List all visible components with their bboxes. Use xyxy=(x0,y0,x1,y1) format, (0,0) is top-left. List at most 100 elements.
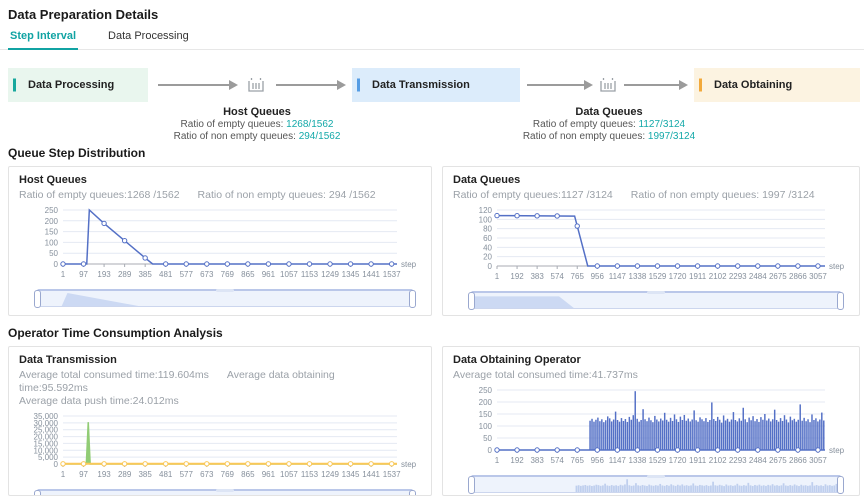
datazoom-brush[interactable] xyxy=(471,475,841,493)
svg-text:2675: 2675 xyxy=(769,456,787,465)
svg-text:1249: 1249 xyxy=(321,470,339,479)
svg-text:1249: 1249 xyxy=(321,270,339,279)
brush-shadow xyxy=(472,293,840,308)
datazoom-brush[interactable] xyxy=(471,291,841,309)
svg-text:step: step xyxy=(829,446,845,455)
svg-text:200: 200 xyxy=(479,398,493,407)
svg-text:765: 765 xyxy=(571,456,585,465)
svg-text:2675: 2675 xyxy=(769,272,787,281)
svg-text:0: 0 xyxy=(488,446,493,455)
svg-text:769: 769 xyxy=(221,270,235,279)
svg-text:2102: 2102 xyxy=(709,272,727,281)
svg-text:1338: 1338 xyxy=(629,456,647,465)
svg-text:765: 765 xyxy=(571,272,585,281)
brush-move-handle[interactable] xyxy=(216,489,234,492)
brush-right-handle[interactable] xyxy=(837,292,844,310)
svg-text:1338: 1338 xyxy=(629,272,647,281)
brush-right-handle[interactable] xyxy=(837,476,844,494)
chart-subtitle-segment: Ratio of empty queues:1268 /1562 xyxy=(19,189,180,201)
svg-text:100: 100 xyxy=(479,215,493,224)
svg-text:1153: 1153 xyxy=(301,470,319,479)
empty-ratio-label: Ratio of empty queues: xyxy=(181,119,284,130)
flow-node-label: Data Processing xyxy=(28,79,114,91)
svg-text:2484: 2484 xyxy=(749,272,767,281)
data-queues-info: Data Queues Ratio of empty queues: 1127/… xyxy=(514,106,704,142)
brush-right-handle[interactable] xyxy=(409,290,416,308)
nonempty-ratio-label: Ratio of non empty queues: xyxy=(523,131,645,142)
svg-text:385: 385 xyxy=(138,270,152,279)
section-queue-step-distribution: Queue Step Distribution xyxy=(8,146,864,160)
card-host-queues: Host Queues Ratio of empty queues:1268 /… xyxy=(8,166,432,316)
svg-text:2866: 2866 xyxy=(789,456,807,465)
svg-text:3057: 3057 xyxy=(809,456,827,465)
chart-canvas[interactable]: 05,00010,00015,00020,00025,00030,00035,0… xyxy=(19,410,423,480)
svg-text:250: 250 xyxy=(45,206,59,215)
flow-node-data-transmission: Data Transmission xyxy=(352,68,520,102)
datazoom-brush[interactable] xyxy=(37,489,413,496)
chart-subtitle-segment: Ratio of non empty queues: 294 /1562 xyxy=(198,189,376,201)
brush-left-handle[interactable] xyxy=(34,290,41,308)
svg-text:250: 250 xyxy=(479,386,493,395)
svg-text:1441: 1441 xyxy=(362,470,380,479)
host-queues-info: Host Queues Ratio of empty queues: 1268/… xyxy=(162,106,352,142)
svg-text:step: step xyxy=(401,460,417,469)
svg-text:1: 1 xyxy=(61,270,66,279)
queue-charts-row: Host Queues Ratio of empty queues:1268 /… xyxy=(0,166,864,316)
svg-text:574: 574 xyxy=(551,272,565,281)
card-data-queues: Data Queues Ratio of empty queues:1127 /… xyxy=(442,166,860,316)
chart-title: Host Queues xyxy=(19,174,421,186)
svg-text:577: 577 xyxy=(180,270,194,279)
svg-text:80: 80 xyxy=(483,225,492,234)
tab-bar: Step Interval Data Processing xyxy=(0,25,864,50)
svg-text:step: step xyxy=(401,260,417,269)
node-accent-bar xyxy=(699,79,702,92)
svg-text:step: step xyxy=(829,262,845,271)
flow-node-label: Data Obtaining xyxy=(714,79,792,91)
svg-text:1720: 1720 xyxy=(669,456,687,465)
svg-text:2293: 2293 xyxy=(729,456,747,465)
flow-node-data-obtaining: Data Obtaining xyxy=(694,68,860,102)
chart-subtitle-segment: Average data push time:24.012ms xyxy=(19,395,179,407)
queue-icon xyxy=(598,75,618,95)
brush-left-handle[interactable] xyxy=(468,292,475,310)
svg-text:1147: 1147 xyxy=(609,272,627,281)
datazoom-brush[interactable] xyxy=(37,289,413,307)
svg-text:100: 100 xyxy=(479,422,493,431)
svg-text:956: 956 xyxy=(591,272,605,281)
brush-left-handle[interactable] xyxy=(34,490,41,496)
chart-subtitle-segment: Average total consumed time:41.737ms xyxy=(453,369,638,381)
brush-shadow xyxy=(38,291,412,306)
brush-move-handle[interactable] xyxy=(216,289,234,292)
svg-text:1153: 1153 xyxy=(301,270,319,279)
tab-data-processing[interactable]: Data Processing xyxy=(106,25,191,49)
brush-right-handle[interactable] xyxy=(409,490,416,496)
svg-text:0: 0 xyxy=(54,260,59,269)
chart-subtitle: Ratio of empty queues:1268 /1562 Ratio of… xyxy=(19,189,421,202)
brush-move-handle[interactable] xyxy=(647,475,665,478)
empty-ratio-value: 1127/3124 xyxy=(639,119,686,130)
chart-title: Data Obtaining Operator xyxy=(453,354,849,366)
svg-text:481: 481 xyxy=(159,470,173,479)
svg-text:574: 574 xyxy=(551,456,565,465)
brush-shadow xyxy=(472,477,840,492)
arrow-right-icon xyxy=(624,84,680,86)
svg-text:2484: 2484 xyxy=(749,456,767,465)
tab-step-interval[interactable]: Step Interval xyxy=(8,25,78,50)
svg-text:200: 200 xyxy=(45,217,59,226)
brush-left-handle[interactable] xyxy=(468,476,475,494)
svg-text:2866: 2866 xyxy=(789,272,807,281)
nonempty-ratio-value: 1997/3124 xyxy=(648,131,695,142)
svg-text:577: 577 xyxy=(180,470,194,479)
svg-text:383: 383 xyxy=(530,456,544,465)
brush-move-handle[interactable] xyxy=(647,291,665,294)
svg-text:481: 481 xyxy=(159,270,173,279)
